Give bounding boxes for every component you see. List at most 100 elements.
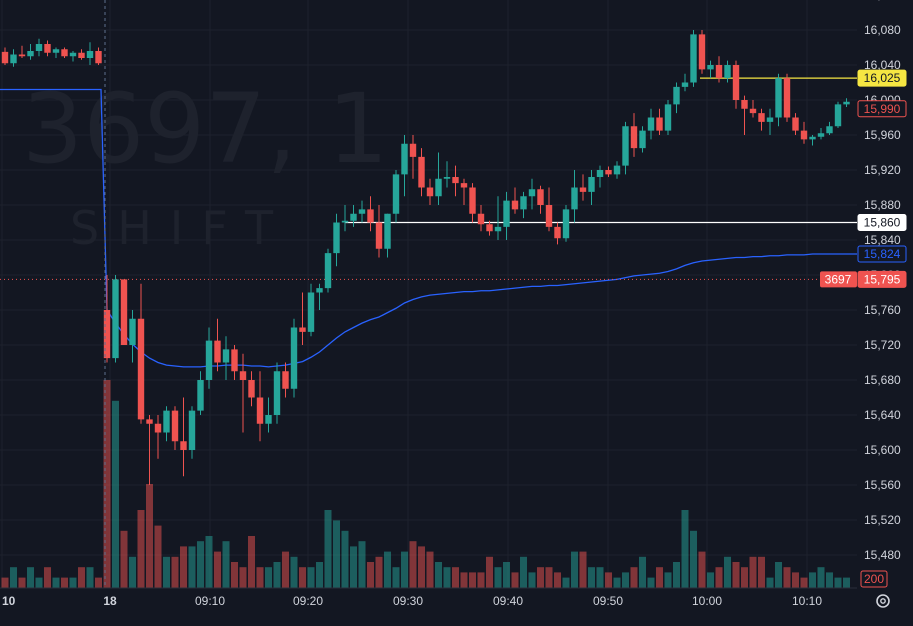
volume-bar xyxy=(443,567,451,588)
candle-body xyxy=(44,44,51,53)
candle-body xyxy=(418,156,425,188)
volume-bar xyxy=(358,541,366,588)
volume-bar xyxy=(205,536,213,588)
volume-bar xyxy=(222,541,230,588)
volume-bar xyxy=(86,567,94,588)
price-tick-label: 15,680 xyxy=(864,373,901,387)
volume-scale-tag-text: 200 xyxy=(864,572,884,586)
volume-bar xyxy=(673,562,680,588)
volume-bar xyxy=(766,577,774,588)
candle-body xyxy=(231,349,238,372)
volume-bar xyxy=(375,556,383,588)
candle-body xyxy=(707,65,714,70)
candle-body xyxy=(758,113,765,122)
volume-bar xyxy=(350,546,357,588)
settings-icon[interactable] xyxy=(876,594,890,608)
volume-bar xyxy=(460,572,468,588)
volume-bar xyxy=(503,562,510,588)
symbol-tag[interactable] xyxy=(820,271,857,288)
price-tick-label: 15,880 xyxy=(864,198,901,212)
candle-body xyxy=(477,213,485,225)
candle-body xyxy=(469,187,476,214)
vwap-tag-text: 15,824 xyxy=(864,247,901,261)
candle-body xyxy=(622,126,629,166)
volume-bar xyxy=(418,546,425,588)
volume-bar xyxy=(554,572,561,588)
volume-bar xyxy=(690,530,697,588)
candle-body xyxy=(800,130,808,140)
price-tick-label: 15,920 xyxy=(864,163,901,177)
volume-bar xyxy=(520,556,527,588)
volume-bar xyxy=(78,567,85,588)
candle-body xyxy=(834,104,842,127)
price-tick-label: 15,600 xyxy=(864,443,901,457)
open-price-tag[interactable] xyxy=(857,100,907,118)
candle-body xyxy=(341,220,349,223)
candle-body xyxy=(401,143,408,175)
volume-bar xyxy=(401,551,408,588)
price-tick-label: 15,640 xyxy=(864,408,901,422)
time-axis[interactable]: 10 18 09:10 09:20 09:30 09:40 09:50 10:00 10:10 xyxy=(2,594,822,608)
volume-bar xyxy=(681,510,689,588)
time-tick-label: 10:10 xyxy=(792,594,822,608)
candle-body xyxy=(282,371,289,389)
candle-body xyxy=(715,65,723,79)
candle-body xyxy=(86,51,94,58)
volume-bar xyxy=(231,562,238,588)
candle-body xyxy=(265,415,272,424)
candle-body xyxy=(826,126,833,134)
watermark-symbol: 3697, 1 xyxy=(22,73,388,185)
volume-bar xyxy=(112,400,119,588)
current-price-tag[interactable] xyxy=(857,270,907,288)
volume-bar xyxy=(809,572,816,588)
volume-bar xyxy=(749,556,757,588)
candle-body xyxy=(775,78,782,118)
candle-body xyxy=(367,209,374,223)
candle-body xyxy=(520,196,527,210)
volume-bar xyxy=(239,567,247,588)
candle-body xyxy=(613,165,621,175)
yellow-line-tag[interactable] xyxy=(857,69,907,87)
time-tick-label: 09:30 xyxy=(393,594,423,608)
volume-bar xyxy=(800,577,808,588)
candle-body xyxy=(486,224,493,232)
candle-body xyxy=(95,51,102,64)
volume-bar xyxy=(817,567,825,588)
candle-body xyxy=(741,100,748,109)
time-tick-label: 10:00 xyxy=(692,594,722,608)
candle-body xyxy=(817,133,825,137)
volume-bar xyxy=(18,577,26,588)
volume-bar xyxy=(409,541,417,588)
volume-bar xyxy=(333,520,340,588)
volume-bar xyxy=(571,551,578,588)
candle-body xyxy=(146,419,153,424)
volume-bar xyxy=(52,577,60,588)
candle-body xyxy=(112,279,119,359)
white-line-tag[interactable] xyxy=(857,214,907,231)
volume-bar xyxy=(647,577,655,588)
vwap-path-prev xyxy=(0,88,108,311)
candle-body xyxy=(537,189,544,205)
price-tick-label: 16,120 xyxy=(864,0,901,2)
volume-bar xyxy=(197,541,204,588)
yellow-line-tag-text: 16,025 xyxy=(864,71,901,85)
volume-bar xyxy=(758,556,765,588)
volume-bar xyxy=(282,551,289,588)
volume-bar xyxy=(69,577,77,588)
volume-bar xyxy=(537,567,544,588)
candle-body xyxy=(588,177,595,192)
volume-bar xyxy=(103,380,111,588)
candle-body xyxy=(1,51,9,64)
candle-body xyxy=(409,143,417,157)
candle-body xyxy=(52,49,60,53)
volume-bar xyxy=(188,546,196,588)
candle-body xyxy=(843,101,850,105)
price-tick-label: 16,040 xyxy=(864,58,901,72)
grid-lines xyxy=(0,0,857,588)
vwap-tag[interactable] xyxy=(857,245,907,263)
volume-bar xyxy=(579,551,587,588)
candle-body xyxy=(61,49,68,57)
volume-bar xyxy=(605,572,612,588)
